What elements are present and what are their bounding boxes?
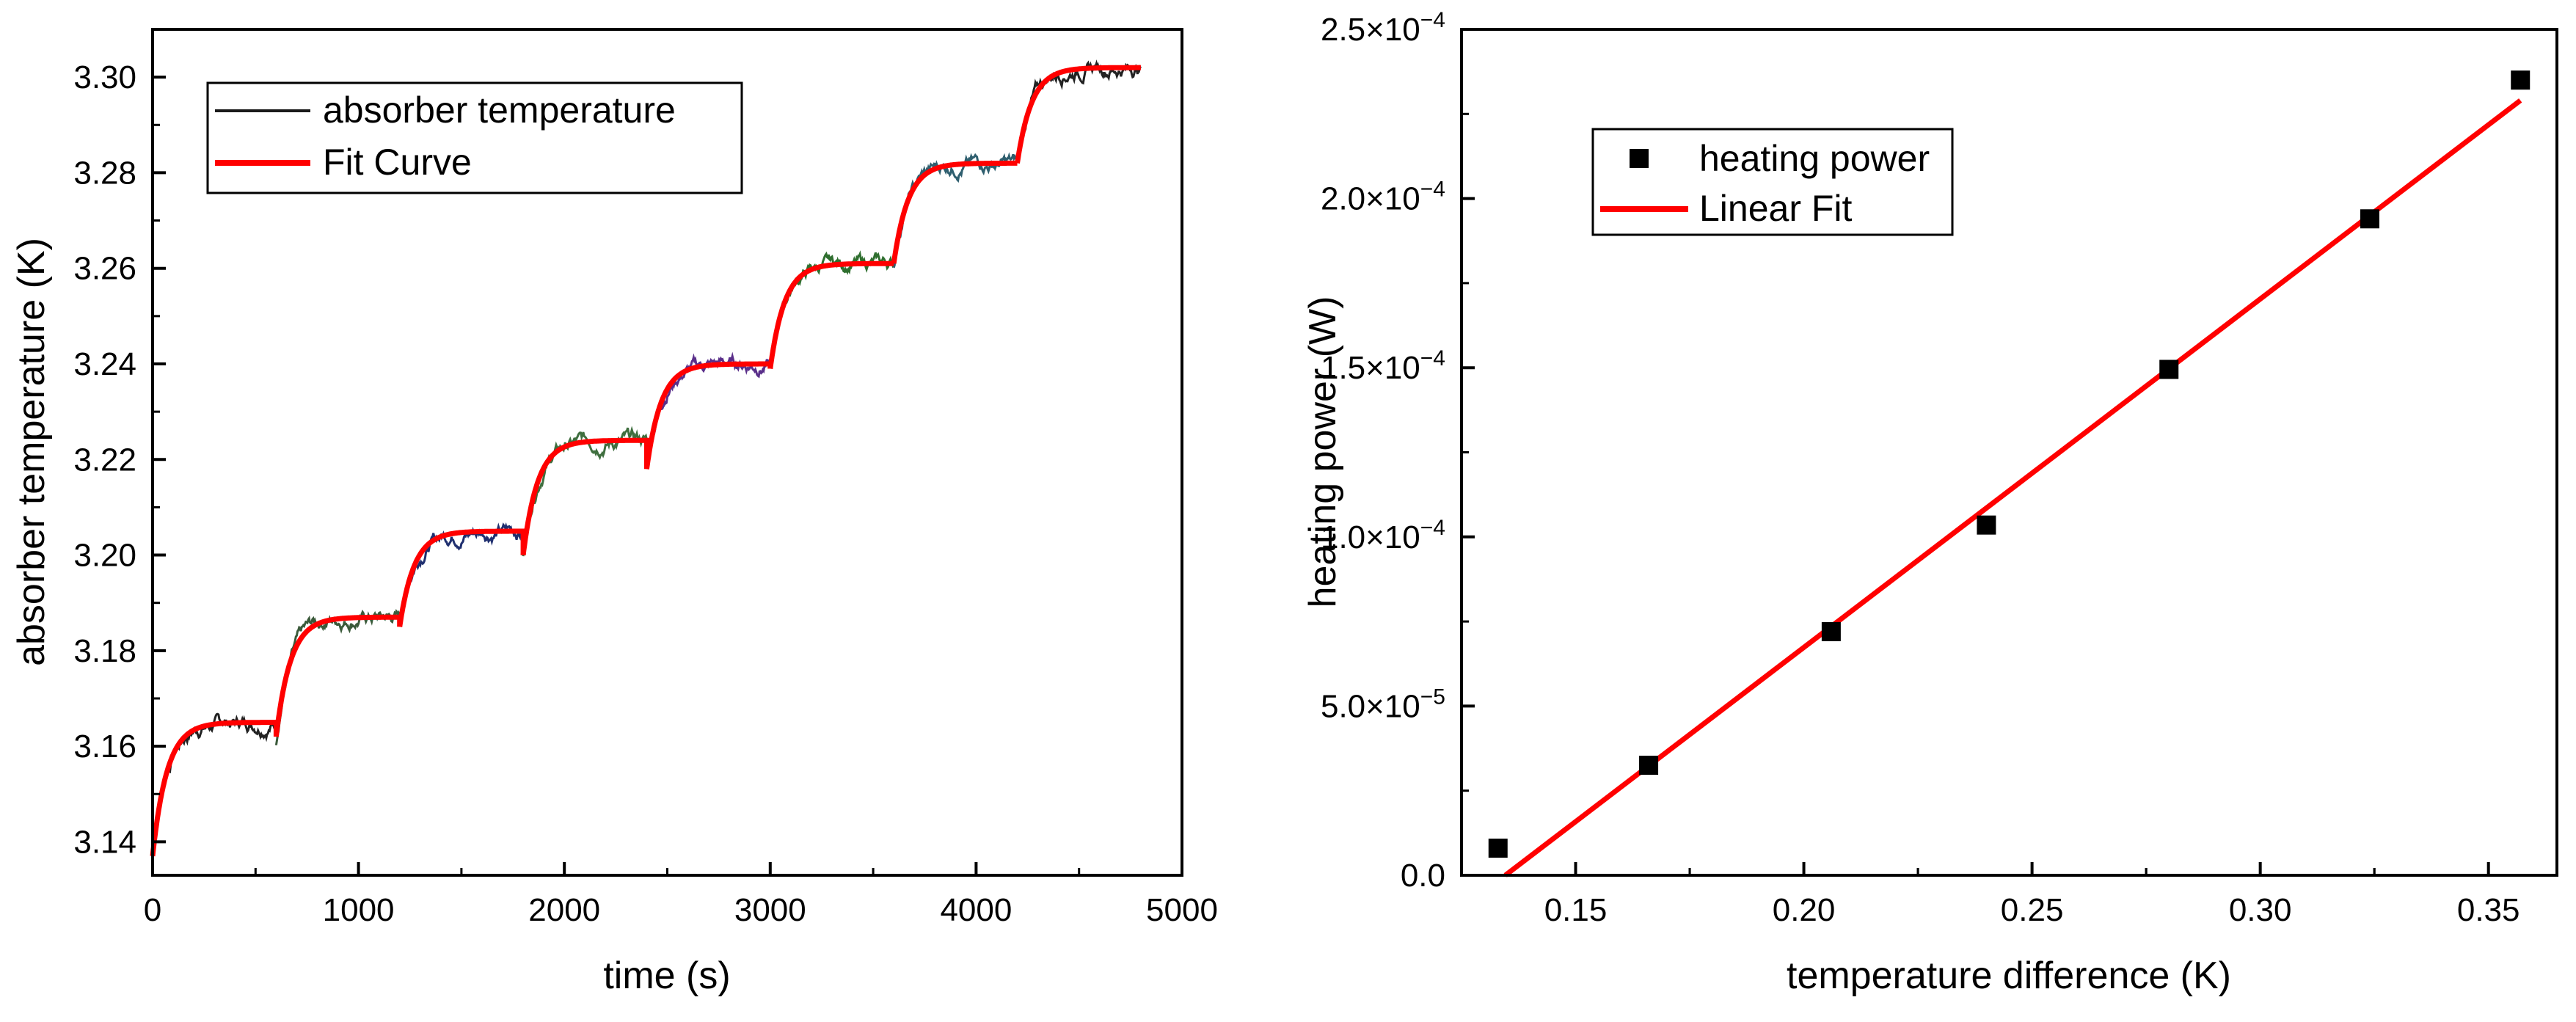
left-x-tick-label: 0 (144, 892, 161, 928)
right-y-tick-label: 1.5×10−4 (1321, 346, 1445, 386)
heating-power-point (1639, 756, 1659, 775)
left-y-tick-label: 3.28 (73, 155, 136, 191)
right-y-tick-label: 2.0×10−4 (1321, 178, 1445, 217)
right-legend-label-fit: Linear Fit (1699, 188, 1853, 229)
right-legend-marker-power (1630, 149, 1649, 168)
left-y-axis-title: absorber temperature (K) (10, 238, 53, 666)
left-y-tick-label: 3.14 (73, 824, 136, 860)
left-x-tick-label: 2000 (528, 892, 600, 928)
left-legend-label-fit: Fit Curve (323, 142, 472, 183)
right-y-tick-label: 0.0 (1401, 858, 1445, 894)
fit-curve-segment (891, 160, 1018, 264)
fit-curve-segment (1015, 65, 1141, 164)
temperature-data-segment (398, 522, 525, 627)
temperature-data-segment (151, 712, 277, 857)
left-x-tick-label: 1000 (323, 892, 395, 928)
right-x-axis-title: temperature difference (K) (1787, 955, 2231, 997)
right-y-axis: 0.0 5.0×10−5 1.0×10−4 1.5×10−4 2.0×10−4 2.5×1… (1321, 8, 1475, 894)
fit-curve-segment (273, 614, 403, 737)
right-x-tick-label: 0.20 (1773, 892, 1836, 928)
fit-curve-segment (520, 437, 649, 556)
right-legend: heating power Linear Fit (1591, 128, 1954, 236)
right-x-axis: 0.15 0.20 0.25 0.30 0.35 (1544, 862, 2520, 928)
heating-power-point (2159, 359, 2179, 379)
left-x-axis: 0 1000 2000 3000 4000 5000 (144, 862, 1218, 928)
temperature-data-segment (892, 152, 1018, 269)
left-x-tick-label: 5000 (1146, 892, 1218, 928)
left-y-tick-label: 3.24 (73, 346, 136, 382)
temperature-data-segment (522, 426, 648, 557)
left-y-axis: 3.14 3.16 3.18 3.20 3.22 3.24 3.26 3.28 3.30 (73, 28, 166, 860)
temperature-data-segment (645, 351, 772, 467)
fit-curve-segment (643, 361, 773, 470)
heating-power-point (1977, 515, 1996, 535)
left-legend-label-temperature: absorber temperature (323, 90, 676, 131)
chart-left-temperature: 0 1000 2000 3000 4000 5000 3.143.163.183.203.… (10, 28, 1218, 997)
right-x-tick-label: 0.15 (1544, 892, 1608, 928)
chart-right-power: 0.15 0.20 0.25 0.30 0.35 0.0 5.0×10−5 1.0×10−4… (1302, 8, 2558, 997)
left-y-tick-label: 3.22 (73, 442, 136, 478)
fit-curve-segment (150, 720, 279, 857)
linear-fit-line (1503, 98, 2522, 877)
right-x-tick-label: 0.30 (2229, 892, 2292, 928)
left-y-tick-label: 3.18 (73, 633, 136, 669)
left-x-axis-title: time (s) (603, 955, 730, 997)
left-x-tick-label: 3000 (734, 892, 806, 928)
heating-power-point (2360, 209, 2379, 229)
fit-curve-segment (767, 260, 894, 369)
left-y-tick-label: 3.20 (73, 538, 136, 574)
right-series-layer (1488, 70, 2531, 877)
left-y-tick-label: 3.16 (73, 729, 136, 764)
temperature-data-segment (769, 250, 895, 366)
left-y-tick-label: 3.26 (73, 251, 136, 287)
right-y-tick-label: 1.0×10−4 (1321, 516, 1445, 555)
right-y-axis-title: heating power (W) (1302, 296, 1344, 608)
fit-curve-segment (397, 528, 526, 627)
left-series-layer (150, 59, 1142, 857)
right-legend-label-power: heating power (1699, 138, 1930, 179)
right-y-tick-label: 5.0×10−5 (1321, 685, 1445, 724)
left-legend: absorber temperature Fit Curve (206, 81, 743, 194)
heating-power-point (1488, 839, 1508, 858)
right-x-tick-label: 0.35 (2457, 892, 2520, 928)
temperature-data-segment (1016, 59, 1142, 160)
left-y-tick-label: 3.30 (73, 59, 136, 95)
heating-power-point (2511, 70, 2531, 90)
left-legend-box (206, 81, 743, 194)
right-x-tick-label: 0.25 (2001, 892, 2064, 928)
left-x-tick-label: 4000 (940, 892, 1012, 928)
heating-power-point (1821, 621, 1841, 641)
temperature-data-segment (274, 609, 401, 745)
right-legend-box (1591, 128, 1954, 236)
right-y-tick-label: 2.5×10−4 (1321, 8, 1445, 48)
